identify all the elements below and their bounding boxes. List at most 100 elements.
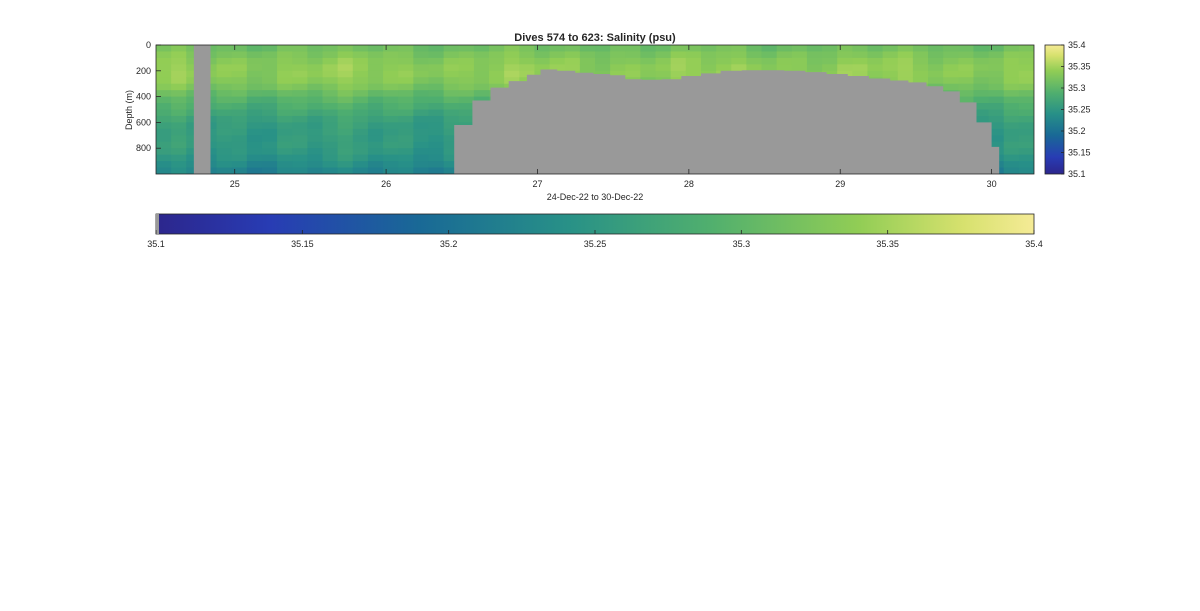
heatmap-cell [261,167,278,174]
heatmap-cell [322,45,339,53]
heatmap-cell [352,45,369,53]
right-colorbar-tick-label: 35.25 [1068,105,1091,115]
heatmap-cell [367,45,384,53]
heatmap-cell [473,96,490,104]
heatmap-cell [473,70,490,78]
heatmap-cell [988,96,1005,104]
heatmap-cell [398,161,414,169]
heatmap-cell [337,45,354,53]
heatmap-cell [867,57,884,65]
heatmap-cell [383,154,399,162]
heatmap-cell [1003,115,1020,123]
heatmap-cell [912,64,929,72]
heatmap-cell [731,45,747,53]
heatmap-cell [398,148,414,156]
heatmap-cell [352,96,369,104]
heatmap-cell [292,161,308,169]
heatmap-cell [428,161,445,169]
heatmap-cell [489,57,505,65]
heatmap-cell [1003,90,1020,98]
heatmap-cell [595,45,611,53]
heatmap-cell [1018,90,1034,98]
heatmap-cell [1003,64,1020,72]
heatmap-cell [625,45,642,53]
heatmap-cell [231,83,248,91]
heatmap-cell [307,70,324,78]
y-tick-label: 200 [136,66,151,76]
heatmap-cell [988,57,1005,65]
heatmap-cell [489,45,505,53]
heatmap-cell [943,64,959,72]
heatmap-cell [776,51,793,59]
heatmap-cell [640,57,657,65]
heatmap-cell [277,141,293,149]
heatmap-cell [413,45,430,53]
heatmap-cell [337,135,354,143]
heatmap-cell [428,128,445,136]
heatmap-cell [171,141,187,149]
heatmap-cell [458,70,475,78]
heatmap-cell [549,64,566,72]
heatmap-cell [367,57,384,65]
heatmap-cell [504,77,520,85]
heatmap-cell [261,161,278,169]
heatmap-cell [685,64,702,72]
heatmap-cell [1003,167,1020,174]
x-axis-label: 24-Dec-22 to 30-Dec-22 [547,192,644,202]
heatmap-cell [504,70,520,78]
heatmap-cell [595,51,611,59]
heatmap-cell [367,154,384,162]
heatmap-cell [458,57,475,65]
heatmap-cell [1003,161,1020,169]
heatmap-cell [292,141,308,149]
heatmap-cell [413,57,430,65]
heatmap-cell [625,64,642,72]
heatmap-cell [261,57,278,65]
heatmap-cell [988,90,1005,98]
heatmap-cell [1018,115,1034,123]
heatmap-cell [216,96,233,104]
heatmap-cell [383,135,399,143]
heatmap-cell [383,141,399,149]
heatmap-cell [958,70,975,78]
heatmap-cell [277,90,293,98]
bottom-colorbar-tick-label: 35.25 [584,239,607,249]
x-tick-label: 27 [532,179,542,189]
heatmap-cell [231,57,248,65]
heatmap-cell [988,122,1005,130]
heatmap-cell [246,154,263,162]
heatmap-cell [504,45,520,53]
heatmap-cell [216,90,233,98]
heatmap-cell [156,83,172,91]
heatmap-cell [307,77,324,85]
heatmap-cell [458,115,475,123]
heatmap-cell [246,141,263,149]
heatmap-cell [443,103,460,111]
heatmap-cell [988,83,1005,91]
bottom-colorbar-ticks: 35.1 35.15 35.2 35.25 35.3 35.35 35.4 [147,230,1043,249]
heatmap-cell [292,57,308,65]
heatmap-cell [292,122,308,130]
heatmap-cell [156,45,172,53]
heatmap-cell [973,115,990,123]
bottom-colorbar-tick-label: 35.15 [291,239,314,249]
heatmap-cell [413,135,430,143]
heatmap-cell [595,57,611,65]
heatmap-cell [352,161,369,169]
heatmap-cell [156,135,172,143]
x-tick-label: 28 [684,179,694,189]
heatmap-cell [897,45,914,53]
heatmap-cell [337,57,354,65]
heatmap-cell [322,167,339,174]
right-colorbar-tick-label: 35.4 [1068,40,1086,50]
heatmap-cell [216,122,233,130]
heatmap-cell [171,154,187,162]
heatmap-cell [307,103,324,111]
heatmap-cell [292,103,308,111]
heatmap-cell [458,64,475,72]
heatmap-cell [973,51,990,59]
heatmap-cell [231,122,248,130]
seafloor-mask [454,69,1034,174]
heatmap-cell [231,70,248,78]
